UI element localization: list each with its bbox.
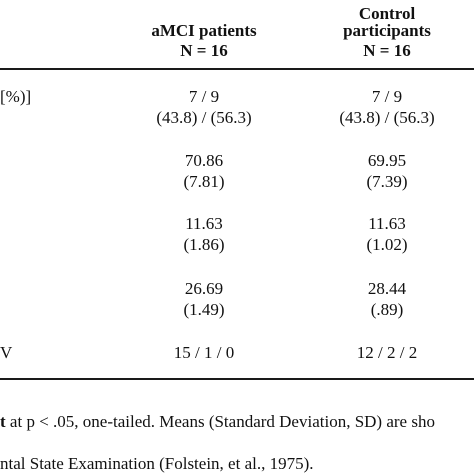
row-stub-gender: [%)] [0, 87, 32, 106]
cell-control-gender: 7 / 9 [371, 87, 403, 106]
cell-control-education: 11.63 [368, 214, 406, 233]
cell-control-mmse-sd: (.89) [370, 300, 404, 319]
cell-control-education-sd: (1.02) [366, 235, 408, 254]
cell-amci-gender: 7 / 9 [188, 87, 220, 106]
cell-control-last: 12 / 2 / 2 [356, 343, 418, 362]
cell-control-gender-pct: (43.8) / (56.3) [339, 108, 435, 127]
note-text-2: ntal State Examination (Folstein, et al.… [0, 454, 314, 473]
header-amci-label: aMCI patients [151, 21, 257, 40]
row-stub-last: V [0, 343, 13, 362]
cell-amci-age: 70.86 [184, 151, 224, 170]
header-control-label: participants [343, 21, 431, 40]
cell-amci-last: 15 / 1 / 0 [173, 343, 235, 362]
cell-control-age-sd: (7.39) [366, 172, 408, 191]
table-note-1: t at p < .05, one-tailed. Means (Standar… [0, 412, 435, 432]
cell-amci-education-sd: (1.86) [183, 235, 225, 254]
header-control-line0: Control [358, 4, 416, 23]
cell-control-mmse: 28.44 [367, 279, 407, 298]
header-amci-n: N = 16 [180, 41, 228, 60]
header-rule [0, 68, 474, 70]
cell-amci-gender-pct: (43.8) / (56.3) [156, 108, 252, 127]
header-control-n: N = 16 [363, 41, 411, 60]
cell-amci-age-sd: (7.81) [183, 172, 225, 191]
table-note-2: ntal State Examination (Folstein, et al.… [0, 454, 314, 474]
note-bold-t: t [0, 412, 6, 431]
cell-amci-mmse: 26.69 [184, 279, 224, 298]
cell-amci-mmse-sd: (1.49) [183, 300, 225, 319]
bottom-rule [0, 378, 474, 380]
note-text-1: at p < .05, one-tailed. Means (Standard … [5, 412, 435, 431]
cell-amci-education: 11.63 [185, 214, 223, 233]
cell-control-age: 69.95 [367, 151, 407, 170]
